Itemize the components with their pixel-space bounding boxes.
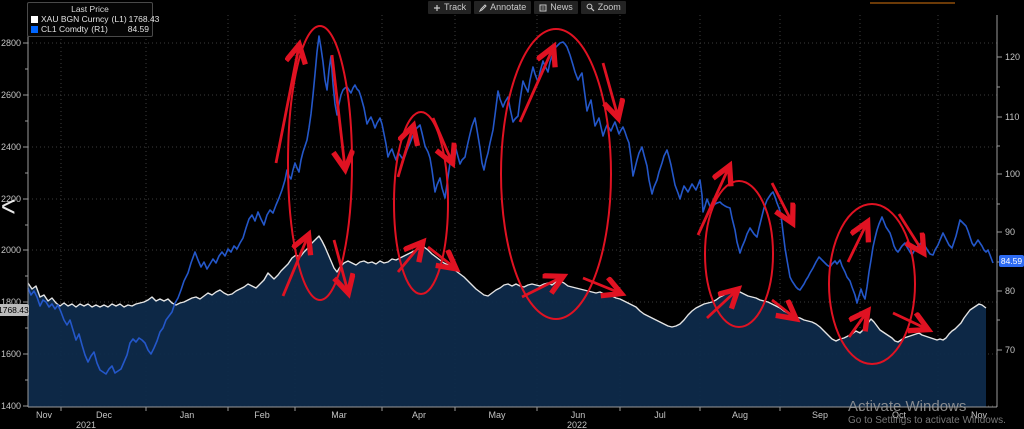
annotation-arrow — [892, 313, 927, 329]
year-label: 2021 — [76, 420, 96, 429]
annotation-arrow — [427, 245, 455, 268]
right-axis-tick-label: 70 — [1005, 345, 1015, 355]
month-label: Nov — [36, 410, 53, 420]
right-axis-tick-label: 80 — [1005, 286, 1015, 296]
annotation-arrow — [847, 312, 867, 338]
right-axis-tick-label: 120 — [1005, 52, 1020, 62]
left-axis-tick-label: 2200 — [1, 194, 21, 204]
zoom-button[interactable]: Zoom — [580, 1, 626, 14]
zoom-button-label: Zoom — [597, 2, 621, 12]
annotate-button-label: Annotate — [490, 2, 527, 12]
gold-series-fill — [28, 236, 986, 407]
annotation-arrow — [601, 62, 618, 117]
month-label: Nov — [971, 410, 988, 420]
chart-legend: Last Price XAU BGN Curncy (L1) 1768.43 C… — [27, 2, 159, 37]
month-label: Dec — [96, 410, 113, 420]
annotation-arrow — [582, 278, 620, 293]
cl1-last-price: 84.59 — [127, 24, 149, 34]
watermark-line1: Activate Windows — [848, 398, 967, 415]
month-label: May — [488, 410, 506, 420]
month-label: Sep — [812, 410, 828, 420]
left-axis-tick-label: 1800 — [1, 297, 21, 307]
month-label: Apr — [412, 410, 426, 420]
left-axis-tick-label: 2600 — [1, 90, 21, 100]
year-label: 2022 — [567, 420, 587, 429]
annotation-arrow — [334, 239, 348, 292]
watermark-line2: Go to Settings to activate Windows. — [848, 415, 1006, 426]
xau-axis: (L1) — [111, 14, 127, 24]
xau-name: XAU BGN Curncy — [41, 14, 109, 24]
month-label: Jun — [571, 410, 586, 420]
left-axis-tick-label: 2400 — [1, 142, 21, 152]
annotation-arrow — [771, 300, 795, 318]
annotate-button[interactable]: Annotate — [474, 1, 532, 14]
month-label: Jul — [654, 410, 666, 420]
left-axis-tick-label: 1600 — [1, 349, 21, 359]
magnifier-icon — [586, 3, 595, 12]
news-button-label: News — [550, 2, 573, 12]
annotation-ellipse — [500, 28, 612, 320]
legend-item-xau[interactable]: XAU BGN Curncy (L1) 1768.43 — [31, 14, 159, 24]
xau-last-price: 1768.43 — [128, 14, 160, 24]
annotation-arrow — [706, 290, 737, 320]
annotation-arrow — [396, 243, 422, 273]
left-axis-tick-label: 2800 — [1, 38, 21, 48]
annotation-arrow — [281, 236, 308, 297]
xau-swatch — [31, 15, 38, 23]
annotation-ellipse — [704, 180, 774, 328]
right-axis-tick-label: 110 — [1005, 112, 1019, 122]
left-axis-tick-label: 1400 — [1, 401, 21, 411]
annotation-arrow — [897, 213, 923, 252]
activate-windows-watermark: Activate Windows Go to Settings to activ… — [848, 398, 1006, 427]
annotation-arrow — [518, 48, 553, 123]
top-orange-strip — [870, 2, 955, 4]
cl1-axis: (R1) — [91, 24, 108, 34]
annotation-arrow — [770, 182, 792, 222]
annotation-ellipse — [393, 111, 449, 295]
month-label: Feb — [254, 410, 270, 420]
xau-last-price-axis-label: 1768.43 — [0, 304, 29, 316]
month-label: Jan — [180, 410, 195, 420]
annotation-arrow — [696, 167, 729, 236]
collapse-panel-chevron[interactable]: < — [1, 190, 16, 224]
annotation-arrow — [521, 277, 562, 299]
left-axis-tick-label: 2000 — [1, 245, 21, 255]
chart-toolbar: Track Annotate News Zoom — [428, 1, 626, 14]
track-button[interactable]: Track — [428, 1, 472, 14]
track-button-label: Track — [444, 2, 467, 12]
month-label: Oct — [892, 410, 907, 420]
annotation-arrow — [431, 117, 452, 162]
annotation-arrow — [274, 46, 299, 164]
cl1-name: CL1 Comdty — [41, 24, 89, 34]
annotation-ellipse — [828, 203, 916, 365]
pencil-icon — [479, 3, 487, 12]
news-button[interactable]: News — [534, 1, 578, 14]
plus-icon — [434, 4, 440, 11]
legend-item-cl1[interactable]: CL1 Comdty (R1) 84.59 — [31, 24, 149, 34]
right-axis-tick-label: 100 — [1005, 169, 1020, 179]
annotation-arrow — [846, 223, 867, 263]
news-icon — [539, 4, 547, 11]
legend-title: Last Price — [71, 4, 109, 14]
month-label: Aug — [732, 410, 748, 420]
annotation-arrow — [396, 127, 413, 178]
crude-series-line — [27, 35, 994, 375]
cl1-last-price-axis-label: 84.59 — [999, 255, 1024, 267]
right-axis-tick-label: 90 — [1005, 227, 1015, 237]
annotation-arrow — [330, 54, 345, 168]
cl1-swatch — [31, 25, 38, 33]
month-label: Mar — [331, 410, 347, 420]
